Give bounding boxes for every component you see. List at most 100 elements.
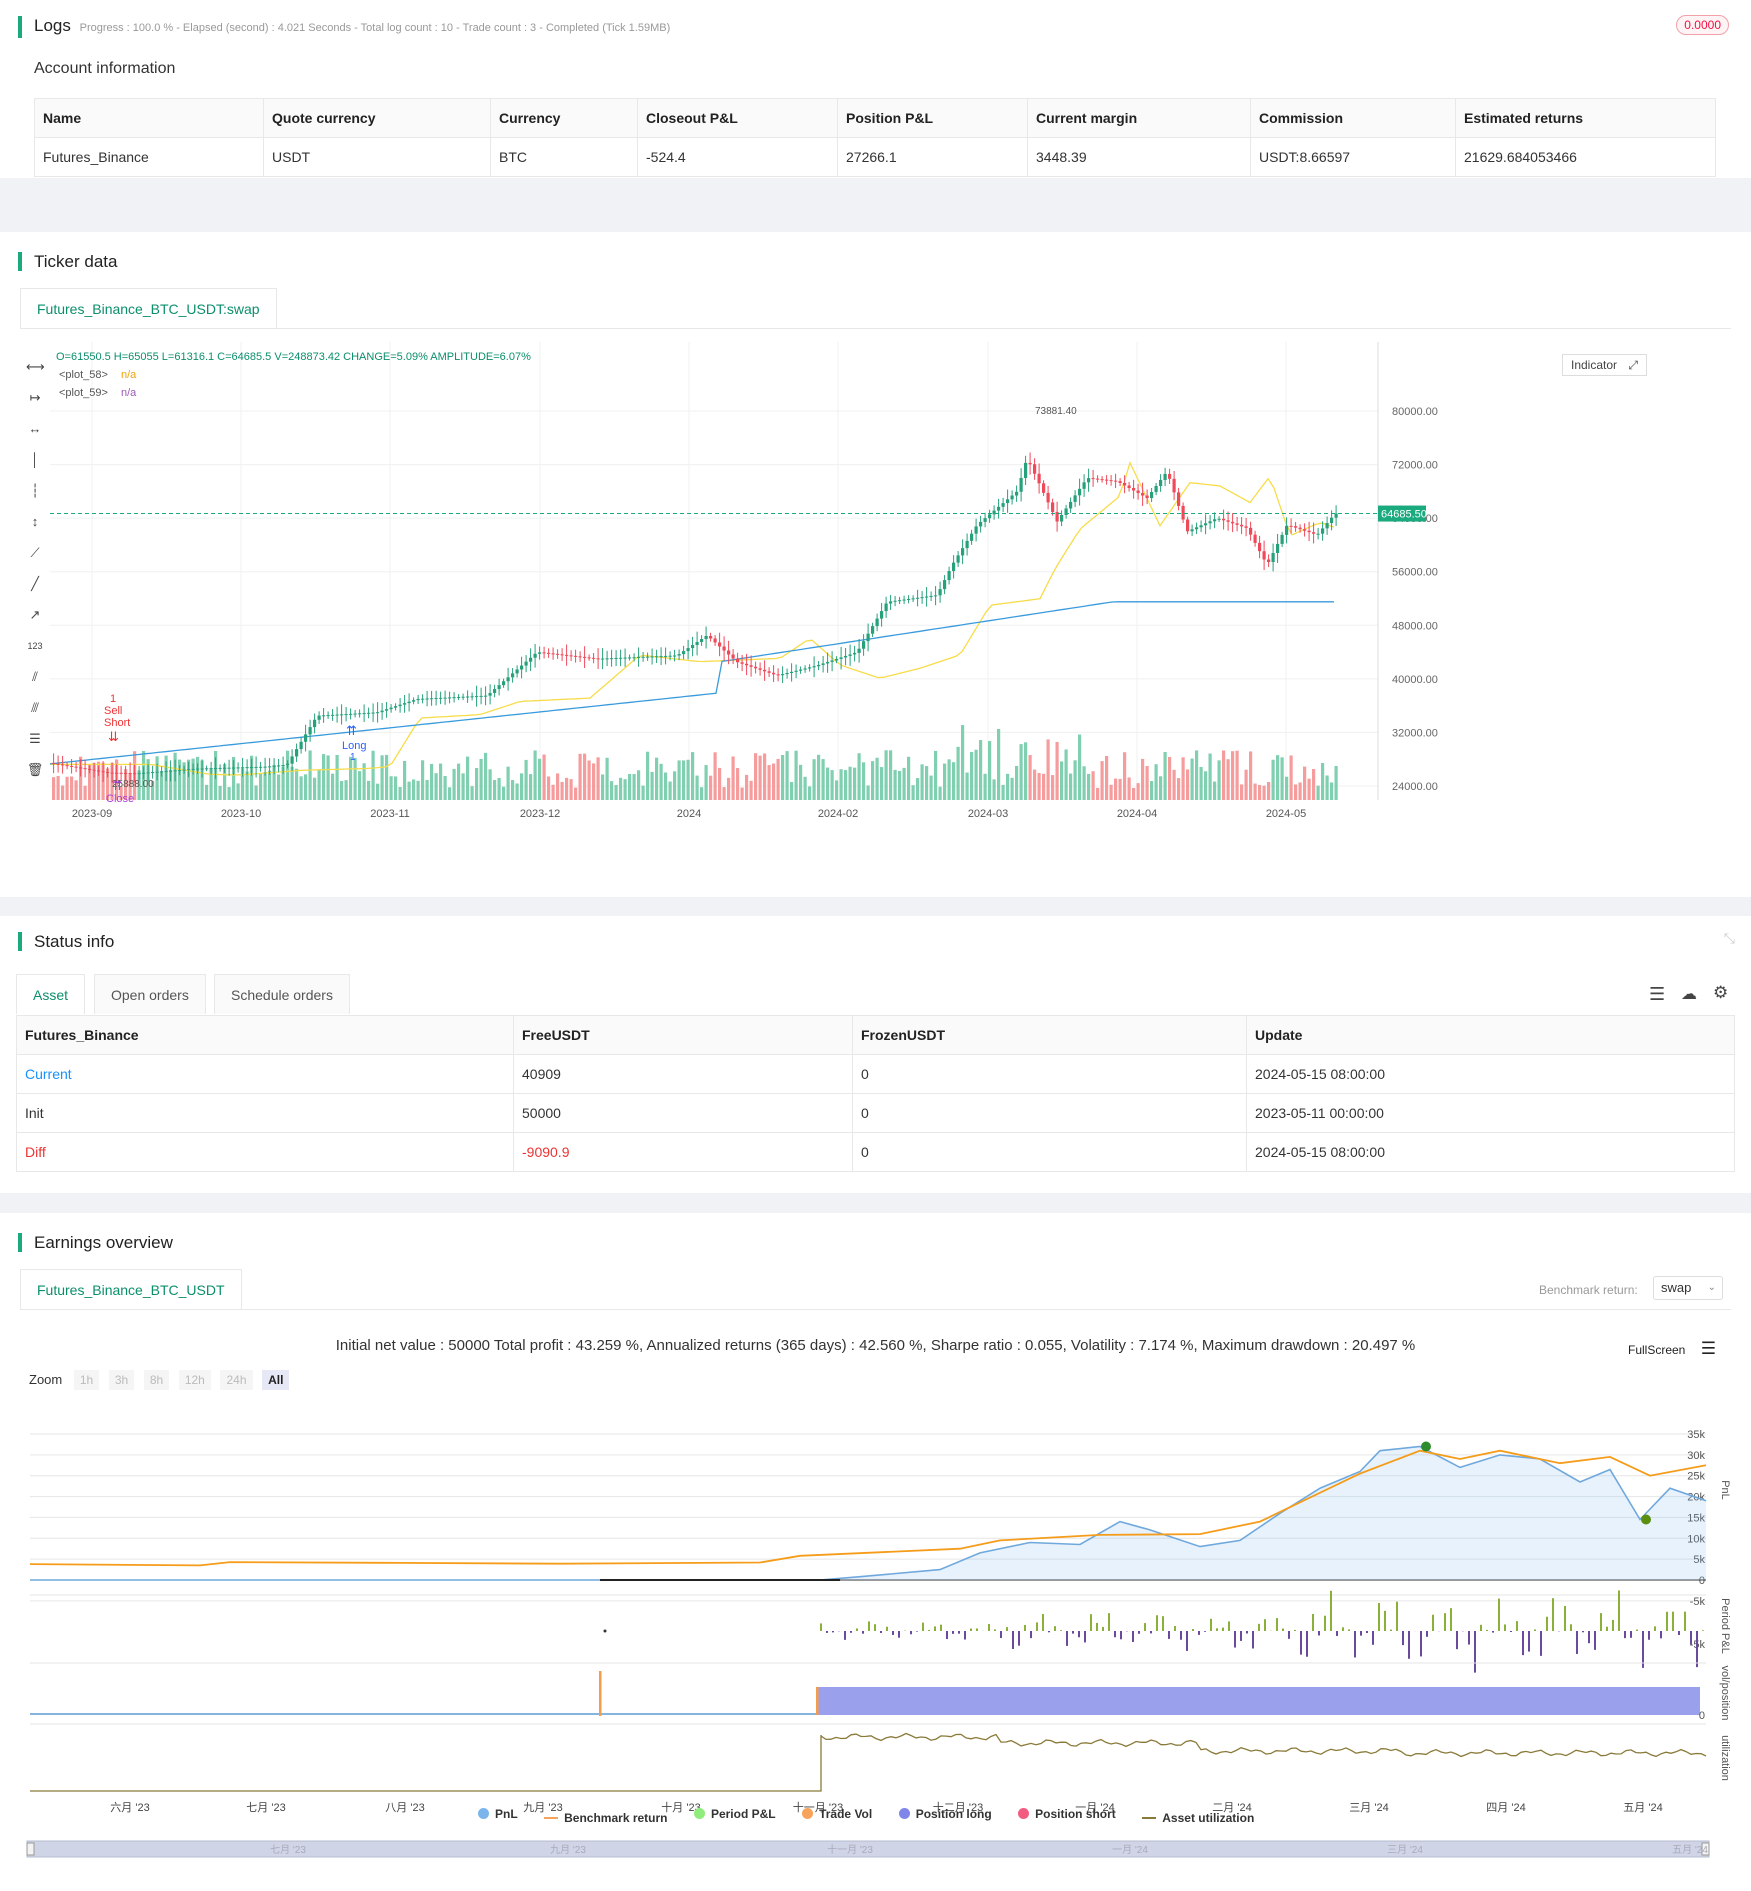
- trash-icon[interactable]: 🗑: [26, 762, 44, 777]
- vertical-line-tool-icon[interactable]: │: [30, 452, 40, 467]
- parallel-channel-tool-icon[interactable]: ⫽: [32, 669, 38, 684]
- x-tick-label: 2023-10: [221, 808, 261, 820]
- row-label-current[interactable]: Current: [16, 1054, 514, 1094]
- candle-body: [934, 595, 938, 597]
- zoom-8h-button[interactable]: 8h: [143, 1370, 170, 1390]
- cloud-download-icon[interactable]: ☁: [1681, 986, 1697, 1003]
- y-tick-label: 72000.00: [1392, 460, 1438, 472]
- volume-bar: [1055, 741, 1059, 800]
- expand-icon[interactable]: ⤢: [1628, 358, 1638, 372]
- tab-asset[interactable]: Asset: [16, 974, 86, 1014]
- arrow-line-tool-icon[interactable]: ↗: [29, 607, 41, 622]
- zoom-24h-button[interactable]: 24h: [220, 1370, 253, 1390]
- volume-bar: [655, 757, 659, 800]
- volume-bar: [700, 787, 704, 800]
- extended-line-tool-icon[interactable]: ↔: [28, 421, 42, 436]
- volume-bar: [497, 777, 501, 800]
- period-pnl-bar: [1360, 1631, 1362, 1636]
- candle-body: [88, 768, 92, 770]
- navigator-tick-label: 九月 '23: [550, 1844, 586, 1856]
- collapse-icon[interactable]: ⤡: [1723, 930, 1735, 946]
- benchmark-select[interactable]: swap ⌄: [1653, 1276, 1723, 1300]
- volume-bar: [538, 758, 542, 800]
- zoom-3h-button[interactable]: 3h: [108, 1370, 135, 1390]
- horizontal-line-tool-icon[interactable]: ⟷: [26, 359, 45, 374]
- ray-tool-icon[interactable]: ╱: [31, 576, 39, 591]
- volume-bar: [691, 752, 695, 800]
- tab-ticker-symbol[interactable]: Futures_Binance_BTC_USDT:swap: [20, 288, 277, 328]
- volume-bar: [569, 779, 573, 800]
- legend-position-short[interactable]: Position short: [1018, 1807, 1116, 1821]
- legend-period-pnl[interactable]: Period P&L: [693, 1807, 776, 1821]
- col-commission: Commission: [1250, 98, 1456, 138]
- volume-bar: [583, 753, 587, 800]
- vertical-segment-tool-icon[interactable]: ┆: [31, 483, 39, 498]
- candle-body: [470, 696, 474, 698]
- volume-bar: [767, 765, 771, 800]
- menu-icon[interactable]: ☰: [1700, 1339, 1716, 1358]
- candle-body: [1163, 473, 1167, 480]
- vertical-ray-tool-icon[interactable]: ↕: [31, 514, 39, 529]
- volume-bar: [596, 757, 600, 800]
- volume-bar: [70, 776, 74, 800]
- indicator-button[interactable]: Indicator ⤢: [1562, 354, 1647, 376]
- trend-line-tool-icon[interactable]: ⟋: [30, 545, 40, 560]
- volume-bar: [1096, 787, 1100, 800]
- zoom-all-button[interactable]: All: [262, 1370, 290, 1390]
- candle-body: [893, 600, 897, 602]
- account-table-header: Name Quote currency Currency Closeout P&…: [34, 98, 1716, 138]
- candle-body: [529, 657, 533, 662]
- tab-divider: [20, 1309, 1731, 1310]
- legend-trade-vol[interactable]: Trade Vol: [802, 1807, 872, 1821]
- candle-body: [128, 773, 132, 775]
- candle-body: [182, 769, 186, 771]
- legend-asset-utilization[interactable]: Asset utilization: [1142, 1811, 1254, 1825]
- zoom-1h-button[interactable]: 1h: [73, 1370, 100, 1390]
- status-title: Status info: [18, 932, 114, 951]
- period-pnl-bar: [1600, 1613, 1602, 1631]
- tab-open-orders[interactable]: Open orders: [94, 974, 206, 1014]
- cell: -524.4: [637, 137, 838, 177]
- period-pnl-bar: [1696, 1631, 1698, 1668]
- volume-bar: [493, 780, 497, 800]
- candle-body: [461, 696, 465, 698]
- gear-icon[interactable]: ⚙: [1713, 983, 1729, 1002]
- volume-bar: [1240, 784, 1244, 800]
- period-pnl-bar: [1306, 1631, 1308, 1657]
- fib-retracement-tool-icon[interactable]: ☰: [29, 731, 41, 746]
- period-pnl-bar: [1570, 1624, 1572, 1631]
- candle-body: [713, 638, 717, 643]
- candle-body: [263, 766, 267, 768]
- candle-body: [830, 660, 834, 662]
- legend-benchmark[interactable]: Benchmark return: [544, 1811, 668, 1825]
- candle-body: [1154, 486, 1158, 493]
- candlestick-chart[interactable]: 80000.0072000.0064000.0056000.0048000.00…: [20, 342, 1731, 822]
- candle-body: [745, 663, 749, 666]
- volume-bar: [605, 757, 609, 800]
- legend-pnl[interactable]: PnL: [478, 1807, 518, 1821]
- candle-body: [853, 652, 857, 655]
- horizontal-ray-tool-icon[interactable]: ↦: [29, 390, 41, 405]
- pitchfork-tool-icon[interactable]: ⫻: [31, 700, 39, 715]
- fullscreen-button[interactable]: FullScreen ☰: [1628, 1339, 1716, 1359]
- volume-bar: [646, 751, 650, 800]
- candle-body: [956, 555, 960, 563]
- period-pnl-bar: [1102, 1626, 1104, 1631]
- cell: 50000: [513, 1093, 853, 1133]
- legend-position-long[interactable]: Position long: [898, 1807, 992, 1821]
- cell: 2024-05-15 08:00:00: [1246, 1054, 1735, 1094]
- x-tick-label: 八月 '23: [385, 1802, 424, 1814]
- zoom-12h-button[interactable]: 12h: [178, 1370, 211, 1390]
- volume-bar: [259, 772, 263, 800]
- tab-schedule-orders[interactable]: Schedule orders: [214, 974, 350, 1014]
- candle-body: [740, 662, 744, 664]
- price-range-tool-icon[interactable]: 123: [27, 641, 43, 651]
- candle-body: [1226, 520, 1230, 522]
- candle-body: [979, 521, 983, 527]
- list-view-icon[interactable]: ☰: [1649, 984, 1666, 1004]
- tab-earnings-symbol[interactable]: Futures_Binance_BTC_USDT: [20, 1269, 242, 1309]
- volume-bar: [326, 755, 330, 800]
- legend-label: PnL: [495, 1806, 518, 1821]
- candle-body: [146, 772, 150, 774]
